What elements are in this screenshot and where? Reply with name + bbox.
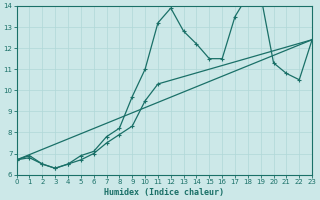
X-axis label: Humidex (Indice chaleur): Humidex (Indice chaleur) [104, 188, 224, 197]
